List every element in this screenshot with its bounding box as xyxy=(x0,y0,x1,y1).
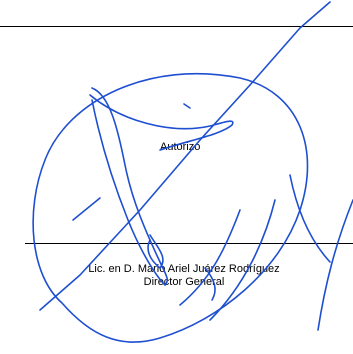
signature-right-a xyxy=(289,174,331,263)
signature-tick xyxy=(183,103,191,109)
signature-loop xyxy=(32,72,309,343)
signature-short-stroke xyxy=(72,197,101,221)
signature-peak xyxy=(91,87,168,286)
signature-cross-a xyxy=(179,209,241,306)
signer-title: Director General xyxy=(143,276,225,288)
top-divider xyxy=(0,26,353,27)
signature-right-b xyxy=(209,199,276,321)
signer-name: Lic. en D. Mario Ariel Juárez Rodríguez xyxy=(88,263,280,275)
authorization-label: Autorizó xyxy=(160,141,201,153)
signature-line xyxy=(25,243,353,244)
